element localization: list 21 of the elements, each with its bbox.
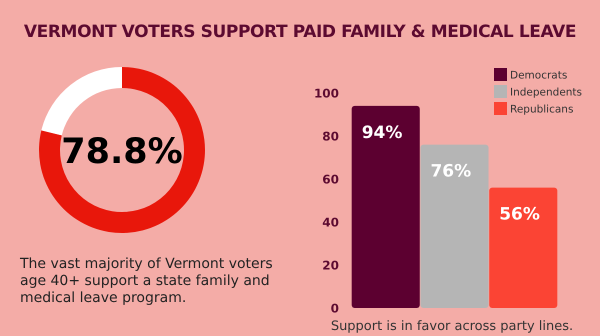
data-label: 76%	[430, 162, 472, 182]
text: Support is in favor across party lines.	[330, 319, 574, 334]
y-tick-label: 80	[322, 130, 339, 144]
legend-label: Democrats	[510, 70, 568, 82]
y-tick-label: 20	[322, 258, 339, 272]
legend-label: Republicans	[510, 104, 574, 116]
y-tick-label: 100	[314, 86, 339, 100]
y-tick-label: 0	[330, 302, 339, 316]
donut-slice	[41, 67, 122, 136]
legend-label: Independents	[510, 86, 582, 98]
y-tick-label: 40	[322, 216, 339, 230]
data-label: 78.8%	[61, 132, 183, 172]
text: VERMONT VOTERS SUPPORT PAID FAMILY & MEDICAL LEAVE	[24, 22, 576, 42]
y-tick-label: 60	[322, 172, 339, 186]
data-label: 56%	[499, 204, 540, 225]
donut-slice	[39, 67, 205, 233]
text: The vast majority of Vermont voters age 40+ support a state family and medical leave program.	[19, 256, 273, 306]
bar	[489, 188, 558, 308]
bar	[352, 106, 420, 308]
bar	[420, 144, 489, 308]
data-label: 94%	[362, 122, 402, 143]
